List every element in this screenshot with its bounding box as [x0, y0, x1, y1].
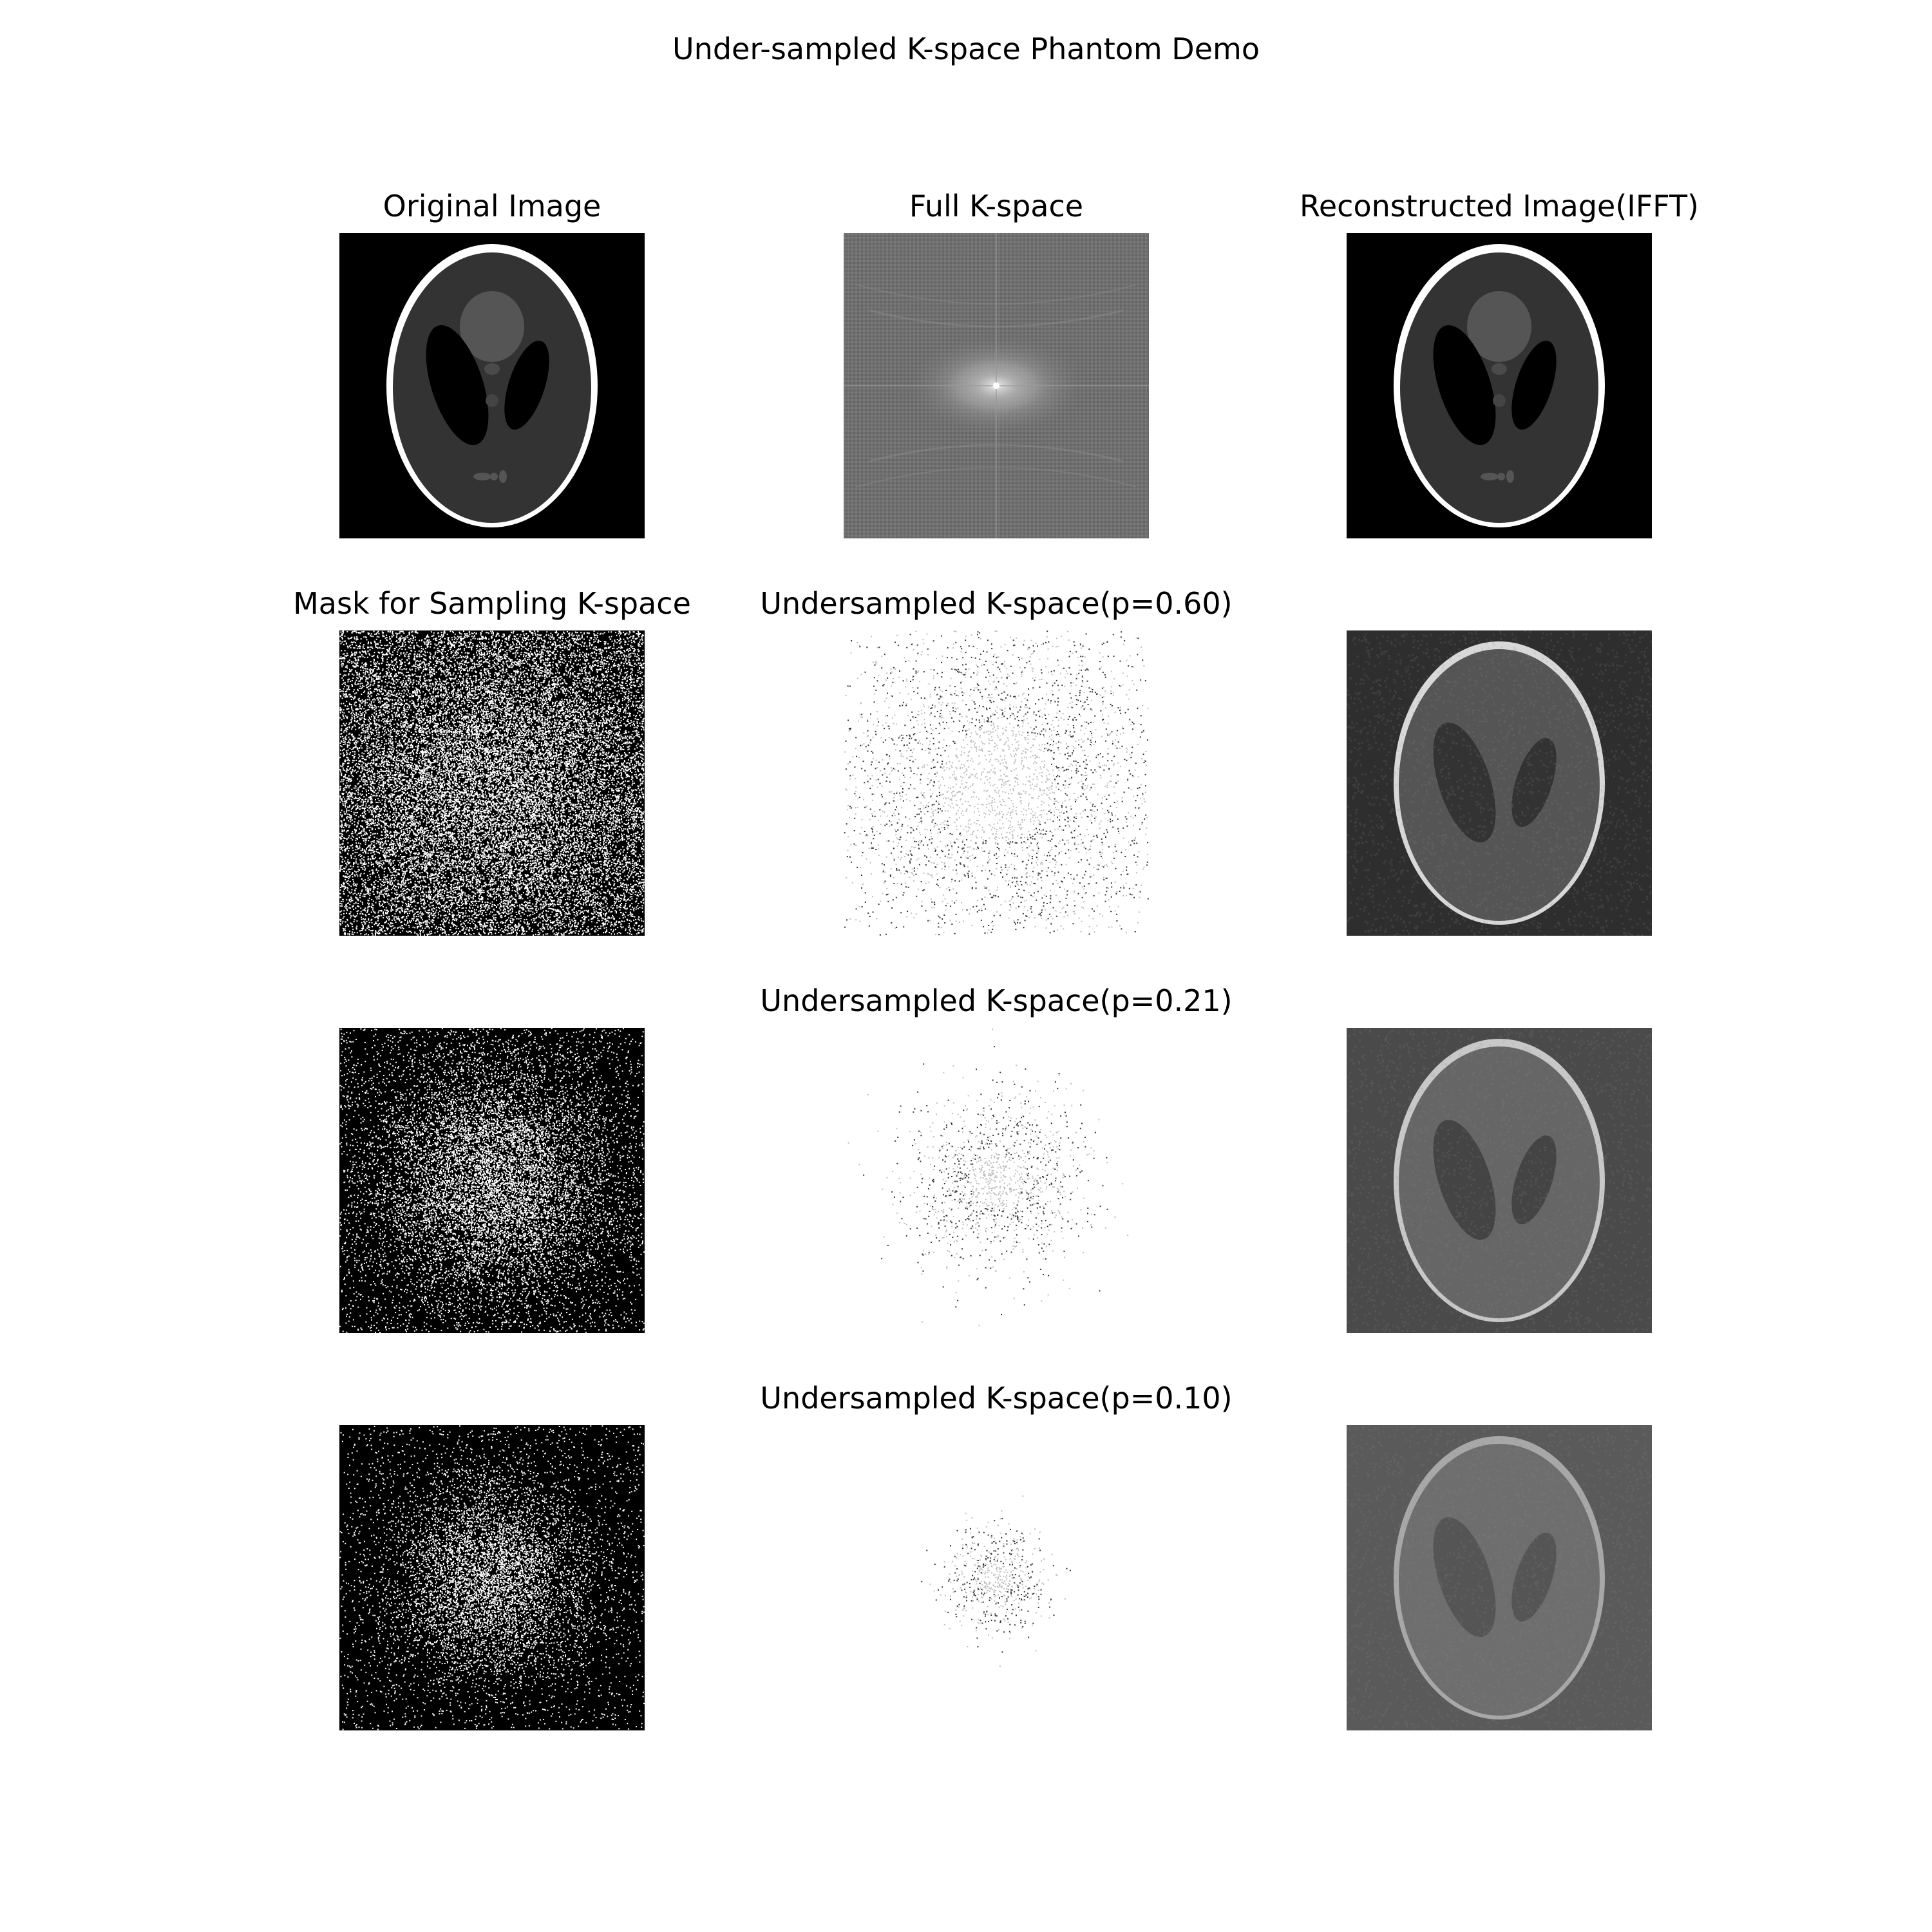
- mask-panel-p010: [339, 1425, 645, 1730]
- undersampled-060-title: Undersampled K-space(p=0.60): [760, 586, 1233, 621]
- mask-title: Mask for Sampling K-space: [293, 586, 691, 621]
- original-image-panel: [339, 233, 645, 538]
- undersampled-kspace-panel-p010: [844, 1425, 1149, 1730]
- reconstructed-ifft-panel: [1347, 233, 1652, 538]
- figure-title: Under-sampled K-space Phantom Demo: [672, 32, 1260, 66]
- reconstructed-panel-p021: [1347, 1028, 1652, 1333]
- mask-panel-p060: [339, 630, 645, 936]
- original-image-title: Original Image: [383, 189, 601, 223]
- reconstructed-panel-p010: [1347, 1425, 1652, 1730]
- undersampled-kspace-panel-p060: [844, 630, 1149, 936]
- reconstructed-ifft-title: Reconstructed Image(IFFT): [1299, 189, 1700, 223]
- mask-panel-p021: [339, 1028, 645, 1333]
- full-kspace-title: Full K-space: [909, 189, 1084, 223]
- undersampled-021-title: Undersampled K-space(p=0.21): [760, 983, 1233, 1018]
- full-kspace-panel: [844, 233, 1149, 538]
- undersampled-kspace-panel-p021: [844, 1028, 1149, 1333]
- reconstructed-panel-p060: [1347, 630, 1652, 936]
- undersampled-010-title: Undersampled K-space(p=0.10): [760, 1381, 1233, 1416]
